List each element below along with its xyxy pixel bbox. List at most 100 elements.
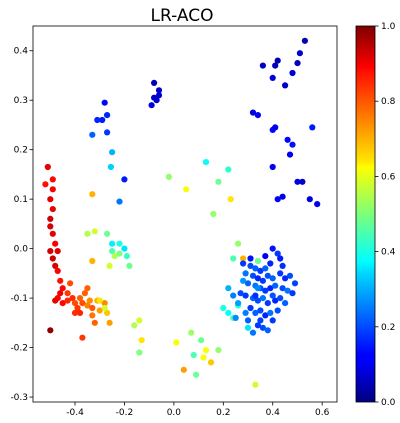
data-point-157 (279, 285, 286, 292)
data-point-22 (279, 193, 286, 200)
data-point-94 (180, 366, 187, 373)
data-point-21 (314, 201, 321, 208)
data-point-57 (52, 240, 59, 247)
data-point-181 (235, 300, 242, 307)
data-point-115 (198, 337, 205, 344)
data-point-149 (282, 275, 289, 282)
data-point-19 (299, 178, 306, 185)
data-point-167 (277, 295, 284, 302)
x-tick-label: 0.0 (167, 408, 182, 418)
data-point-80 (84, 302, 91, 309)
x-tick-label: 0.6 (315, 408, 330, 418)
plot-frame (32, 25, 338, 403)
data-point-160 (237, 290, 244, 297)
data-point-132 (225, 285, 232, 292)
y-tick-label: 0.1 (14, 195, 28, 205)
data-point-106 (126, 262, 133, 269)
data-point-77 (81, 290, 88, 297)
data-point-41 (183, 186, 190, 193)
chart-title: LR-ACO (151, 6, 214, 26)
data-point-87 (101, 300, 108, 307)
data-point-173 (267, 309, 274, 316)
data-point-81 (86, 297, 93, 304)
data-point-18 (294, 178, 301, 185)
data-point-100 (121, 245, 128, 252)
colorbar (355, 25, 376, 403)
data-point-190 (269, 292, 276, 299)
data-point-83 (91, 319, 98, 326)
data-point-35 (104, 129, 111, 136)
data-point-108 (96, 297, 103, 304)
data-point-38 (121, 176, 128, 183)
data-point-6 (272, 62, 279, 69)
data-point-36 (109, 149, 116, 156)
data-point-78 (76, 309, 84, 316)
data-point-3 (289, 69, 296, 77)
data-point-50 (49, 176, 56, 183)
data-point-151 (244, 280, 252, 287)
data-point-101 (109, 248, 116, 255)
data-point-168 (282, 300, 289, 307)
data-point-137 (257, 267, 264, 274)
data-point-32 (104, 112, 111, 119)
data-point-144 (254, 275, 261, 282)
data-point-189 (252, 292, 259, 299)
data-point-42 (202, 159, 210, 166)
colorbar-tick-label: 0.2 (381, 323, 395, 333)
data-point-24 (151, 79, 158, 86)
data-point-161 (242, 292, 249, 299)
data-point-0 (301, 37, 308, 44)
data-point-31 (99, 116, 106, 124)
data-point-4 (282, 82, 289, 89)
data-point-103 (116, 250, 123, 257)
data-point-99 (116, 240, 123, 247)
data-point-114 (188, 329, 195, 336)
data-point-191 (257, 317, 264, 324)
data-points (42, 37, 321, 388)
data-point-111 (136, 317, 143, 324)
data-point-129 (240, 255, 247, 262)
data-point-33 (94, 116, 101, 124)
colorbar-tick-label: 0.0 (381, 398, 396, 408)
data-point-20 (306, 196, 313, 203)
data-point-61 (52, 262, 59, 269)
data-point-139 (267, 260, 274, 267)
data-point-182 (232, 314, 239, 321)
data-point-10 (254, 112, 261, 119)
data-point-5 (274, 57, 281, 64)
data-point-52 (47, 196, 54, 203)
data-point-84 (89, 304, 96, 312)
data-point-92 (47, 327, 54, 334)
data-point-156 (272, 282, 279, 289)
x-tick-label: 0.2 (216, 408, 230, 418)
y-tick-label: 0.3 (14, 96, 28, 106)
x-tick-label: 0.4 (266, 408, 281, 418)
data-point-39 (116, 198, 123, 205)
data-point-98 (109, 240, 116, 247)
data-point-164 (259, 295, 266, 302)
data-point-8 (269, 74, 276, 81)
data-point-34 (89, 131, 96, 138)
data-point-186 (277, 255, 284, 262)
data-point-68 (59, 300, 66, 307)
data-point-12 (272, 124, 279, 131)
data-point-88 (104, 309, 111, 316)
data-point-192 (242, 309, 249, 316)
data-point-121 (252, 381, 259, 388)
data-point-141 (274, 250, 281, 257)
data-point-135 (247, 262, 254, 269)
x-tick-label: -0.2 (116, 408, 134, 418)
data-point-13 (269, 163, 276, 171)
data-point-14 (284, 136, 291, 143)
data-point-128 (235, 240, 242, 247)
data-point-28 (148, 102, 155, 109)
data-point-138 (262, 265, 269, 272)
data-point-124 (220, 304, 227, 312)
data-point-7 (259, 62, 266, 69)
data-point-72 (69, 295, 76, 302)
data-point-91 (84, 285, 91, 292)
data-point-58 (47, 248, 54, 255)
data-point-175 (244, 317, 252, 324)
data-point-25 (155, 87, 163, 94)
data-point-71 (64, 297, 71, 304)
